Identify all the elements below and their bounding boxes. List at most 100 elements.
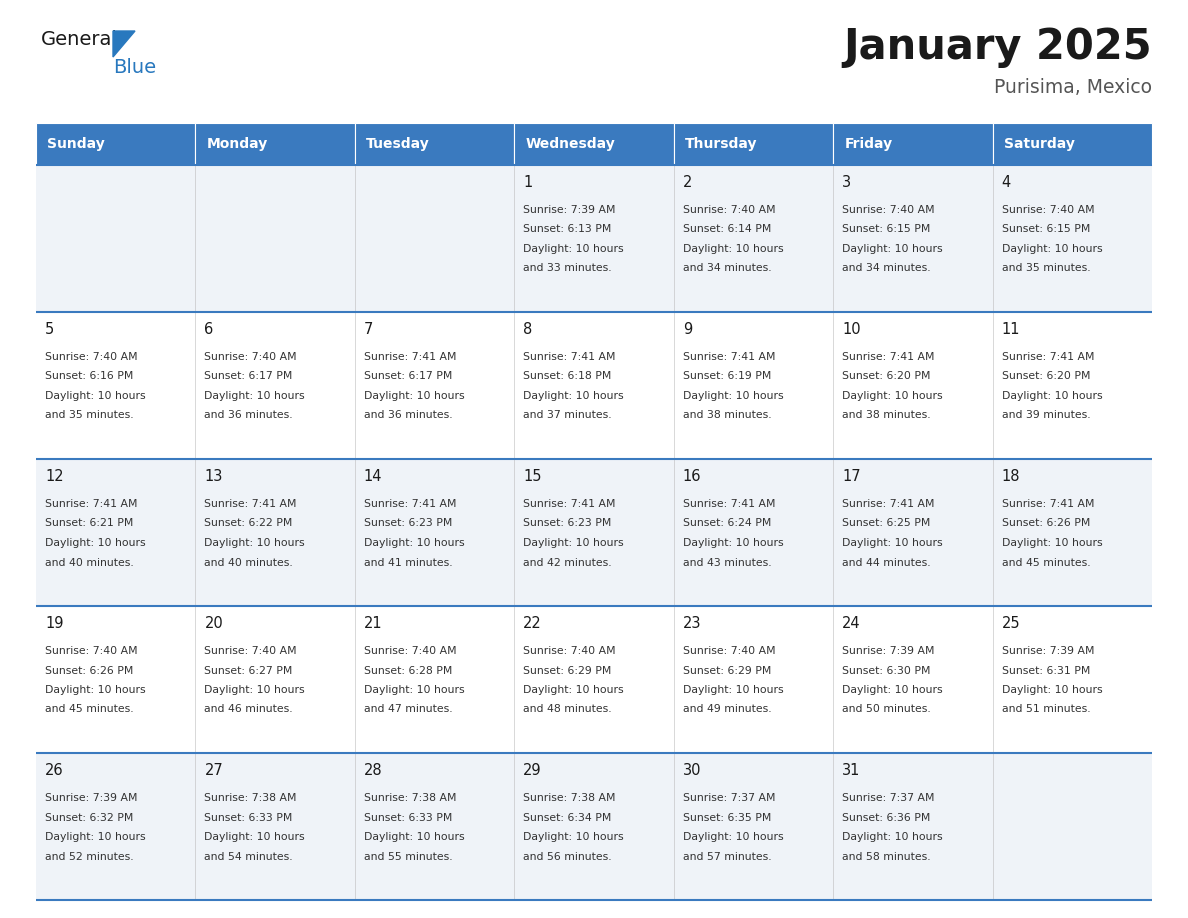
Text: and 45 minutes.: and 45 minutes.: [45, 704, 133, 714]
Bar: [355, 312, 514, 459]
Text: Sunrise: 7:41 AM: Sunrise: 7:41 AM: [204, 499, 297, 509]
Text: Sunset: 6:26 PM: Sunset: 6:26 PM: [1001, 519, 1089, 529]
Bar: [196, 123, 355, 165]
Text: 8: 8: [523, 322, 532, 337]
Text: Sunset: 6:31 PM: Sunset: 6:31 PM: [1001, 666, 1089, 676]
Text: Daylight: 10 hours: Daylight: 10 hours: [204, 685, 305, 695]
Bar: [514, 753, 674, 900]
Text: 14: 14: [364, 469, 383, 484]
Text: 26: 26: [45, 763, 64, 778]
Text: Sunset: 6:32 PM: Sunset: 6:32 PM: [45, 812, 133, 823]
Text: Daylight: 10 hours: Daylight: 10 hours: [1001, 538, 1102, 548]
Text: and 58 minutes.: and 58 minutes.: [842, 852, 930, 861]
Text: 4: 4: [1001, 175, 1011, 190]
Text: Saturday: Saturday: [1004, 137, 1075, 151]
Text: 29: 29: [523, 763, 542, 778]
Text: and 49 minutes.: and 49 minutes.: [683, 704, 771, 714]
Text: Sunset: 6:27 PM: Sunset: 6:27 PM: [204, 666, 292, 676]
Bar: [992, 753, 1152, 900]
Bar: [674, 312, 833, 459]
Text: Sunrise: 7:40 AM: Sunrise: 7:40 AM: [683, 646, 776, 656]
Text: Sunrise: 7:39 AM: Sunrise: 7:39 AM: [45, 793, 138, 803]
Bar: [196, 165, 355, 312]
Text: Daylight: 10 hours: Daylight: 10 hours: [523, 538, 624, 548]
Text: 17: 17: [842, 469, 861, 484]
Text: and 38 minutes.: and 38 minutes.: [842, 410, 930, 420]
Text: Sunrise: 7:37 AM: Sunrise: 7:37 AM: [683, 793, 776, 803]
Text: 5: 5: [45, 322, 55, 337]
Bar: [196, 459, 355, 606]
Bar: [992, 312, 1152, 459]
Text: Sunrise: 7:41 AM: Sunrise: 7:41 AM: [523, 499, 615, 509]
Text: Sunset: 6:19 PM: Sunset: 6:19 PM: [683, 372, 771, 382]
Text: 24: 24: [842, 616, 861, 631]
Text: Sunrise: 7:41 AM: Sunrise: 7:41 AM: [364, 352, 456, 362]
Text: Sunset: 6:18 PM: Sunset: 6:18 PM: [523, 372, 612, 382]
Text: Sunset: 6:20 PM: Sunset: 6:20 PM: [842, 372, 930, 382]
Text: 18: 18: [1001, 469, 1020, 484]
Text: Daylight: 10 hours: Daylight: 10 hours: [523, 832, 624, 842]
Text: and 36 minutes.: and 36 minutes.: [364, 410, 453, 420]
Text: Sunset: 6:17 PM: Sunset: 6:17 PM: [364, 372, 453, 382]
Bar: [674, 123, 833, 165]
Text: and 43 minutes.: and 43 minutes.: [683, 557, 771, 567]
Text: and 54 minutes.: and 54 minutes.: [204, 852, 293, 861]
Text: Sunrise: 7:40 AM: Sunrise: 7:40 AM: [842, 205, 935, 215]
Text: 9: 9: [683, 322, 691, 337]
Text: and 35 minutes.: and 35 minutes.: [45, 410, 133, 420]
Text: Daylight: 10 hours: Daylight: 10 hours: [364, 391, 465, 401]
Text: Daylight: 10 hours: Daylight: 10 hours: [683, 538, 783, 548]
Text: Sunset: 6:33 PM: Sunset: 6:33 PM: [204, 812, 292, 823]
Text: and 33 minutes.: and 33 minutes.: [523, 263, 612, 274]
Bar: [355, 165, 514, 312]
Bar: [514, 123, 674, 165]
Text: Sunset: 6:34 PM: Sunset: 6:34 PM: [523, 812, 612, 823]
Bar: [514, 606, 674, 753]
Text: 20: 20: [204, 616, 223, 631]
Text: Sunrise: 7:40 AM: Sunrise: 7:40 AM: [683, 205, 776, 215]
Bar: [355, 753, 514, 900]
Text: Daylight: 10 hours: Daylight: 10 hours: [204, 391, 305, 401]
Text: Sunrise: 7:38 AM: Sunrise: 7:38 AM: [204, 793, 297, 803]
Text: Sunrise: 7:40 AM: Sunrise: 7:40 AM: [204, 646, 297, 656]
Text: and 38 minutes.: and 38 minutes.: [683, 410, 771, 420]
Text: and 40 minutes.: and 40 minutes.: [204, 557, 293, 567]
Text: 31: 31: [842, 763, 860, 778]
Text: and 39 minutes.: and 39 minutes.: [1001, 410, 1091, 420]
Text: Sunset: 6:14 PM: Sunset: 6:14 PM: [683, 225, 771, 234]
Text: Sunset: 6:24 PM: Sunset: 6:24 PM: [683, 519, 771, 529]
Text: Sunrise: 7:40 AM: Sunrise: 7:40 AM: [1001, 205, 1094, 215]
Bar: [36, 123, 196, 165]
Text: Sunrise: 7:41 AM: Sunrise: 7:41 AM: [842, 499, 935, 509]
Text: 19: 19: [45, 616, 63, 631]
Bar: [992, 459, 1152, 606]
Text: Daylight: 10 hours: Daylight: 10 hours: [45, 391, 146, 401]
Text: Sunrise: 7:37 AM: Sunrise: 7:37 AM: [842, 793, 935, 803]
Bar: [355, 606, 514, 753]
Bar: [833, 312, 992, 459]
Bar: [833, 123, 992, 165]
Text: and 46 minutes.: and 46 minutes.: [204, 704, 293, 714]
Text: Sunrise: 7:39 AM: Sunrise: 7:39 AM: [523, 205, 615, 215]
Text: and 34 minutes.: and 34 minutes.: [842, 263, 930, 274]
Text: Thursday: Thursday: [684, 137, 758, 151]
Text: Wednesday: Wednesday: [525, 137, 615, 151]
Text: 7: 7: [364, 322, 373, 337]
Text: and 51 minutes.: and 51 minutes.: [1001, 704, 1091, 714]
Text: 22: 22: [523, 616, 542, 631]
Text: 16: 16: [683, 469, 701, 484]
Text: and 37 minutes.: and 37 minutes.: [523, 410, 612, 420]
Text: Daylight: 10 hours: Daylight: 10 hours: [1001, 685, 1102, 695]
Text: and 36 minutes.: and 36 minutes.: [204, 410, 293, 420]
Bar: [36, 165, 196, 312]
Text: Daylight: 10 hours: Daylight: 10 hours: [523, 391, 624, 401]
Text: and 50 minutes.: and 50 minutes.: [842, 704, 931, 714]
Bar: [833, 165, 992, 312]
Bar: [674, 606, 833, 753]
Text: Sunset: 6:17 PM: Sunset: 6:17 PM: [204, 372, 292, 382]
Text: Daylight: 10 hours: Daylight: 10 hours: [204, 832, 305, 842]
Text: Sunset: 6:33 PM: Sunset: 6:33 PM: [364, 812, 453, 823]
Text: Sunset: 6:23 PM: Sunset: 6:23 PM: [523, 519, 612, 529]
Bar: [674, 165, 833, 312]
Text: Sunrise: 7:40 AM: Sunrise: 7:40 AM: [204, 352, 297, 362]
